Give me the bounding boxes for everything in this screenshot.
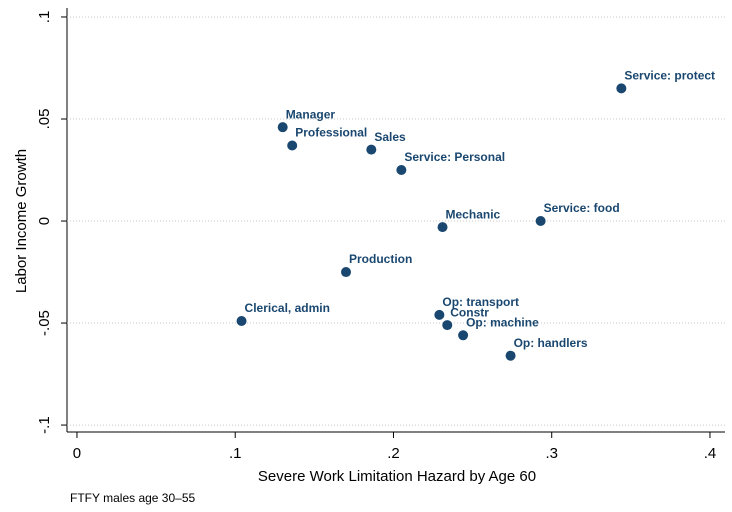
point bbox=[442, 320, 453, 331]
point-label: Constr bbox=[450, 305, 489, 319]
point bbox=[505, 350, 516, 361]
point-label: Professional bbox=[295, 126, 367, 140]
y-tick-label: .05 bbox=[36, 109, 53, 130]
point bbox=[434, 309, 445, 320]
point bbox=[616, 83, 627, 94]
point-label: Manager bbox=[286, 107, 336, 121]
point bbox=[236, 316, 247, 327]
y-tick-label: .1 bbox=[36, 11, 53, 24]
point-label: Op: handlers bbox=[514, 336, 588, 350]
x-tick-label: .4 bbox=[704, 445, 717, 462]
x-tick-label: 0 bbox=[73, 445, 81, 462]
y-tick-label: -.05 bbox=[36, 310, 53, 336]
x-tick-label: .1 bbox=[229, 445, 242, 462]
y-tick-label: -.1 bbox=[36, 416, 53, 434]
point-label: Service: food bbox=[544, 201, 620, 215]
point-label: Production bbox=[349, 252, 412, 266]
point bbox=[340, 267, 351, 278]
point-label: Service: protect bbox=[624, 69, 715, 83]
x-tick-label: .3 bbox=[545, 445, 558, 462]
point-label: Service: Personal bbox=[404, 150, 505, 164]
point bbox=[437, 222, 448, 233]
point-label: Clerical, admin bbox=[245, 301, 330, 315]
point-label: Op: machine bbox=[466, 315, 539, 329]
note: FTFY males age 30–55 bbox=[70, 491, 196, 505]
point-label: Op: transport bbox=[442, 295, 519, 309]
point bbox=[535, 216, 546, 227]
point-label: Sales bbox=[374, 130, 406, 144]
point-label: Mechanic bbox=[446, 207, 501, 221]
point bbox=[277, 122, 288, 133]
y-axis-title: Labor Income Growth bbox=[13, 149, 30, 293]
point bbox=[396, 165, 407, 176]
point bbox=[366, 144, 377, 155]
y-tick-label: 0 bbox=[36, 217, 53, 225]
x-tick-label: .2 bbox=[387, 445, 400, 462]
point bbox=[458, 330, 469, 341]
x-axis-title: Severe Work Limitation Hazard by Age 60 bbox=[258, 468, 536, 485]
point bbox=[287, 140, 298, 151]
